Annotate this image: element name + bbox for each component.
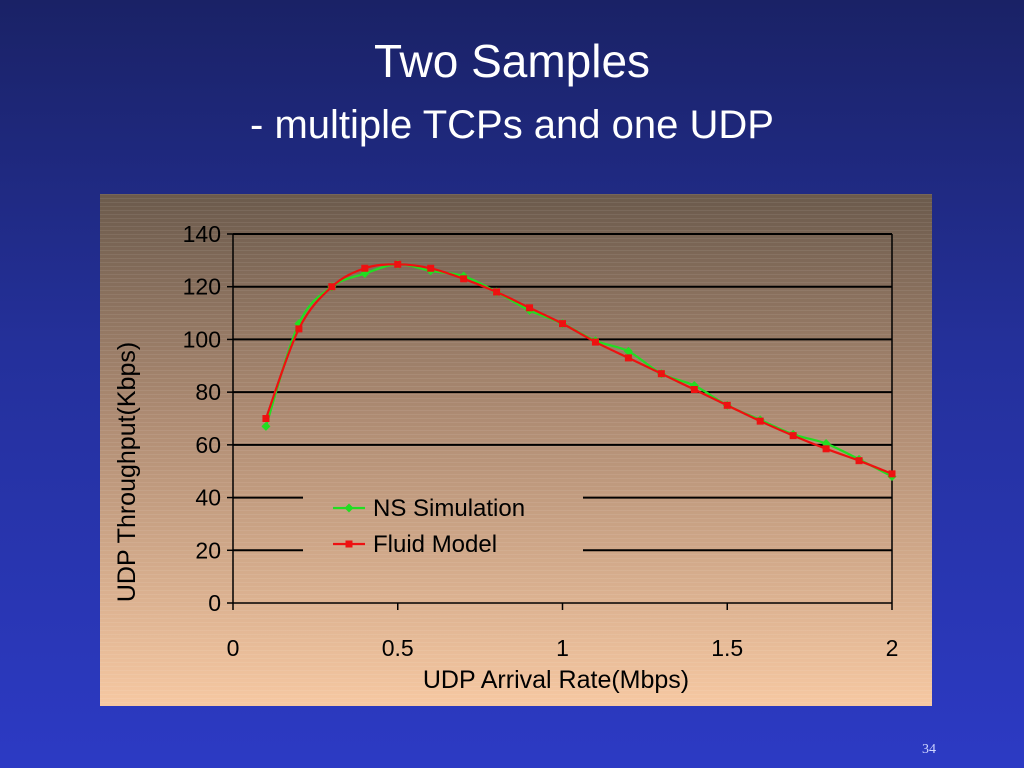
y-tick-label: 20 [195, 537, 221, 563]
data-point-fluid-model [690, 386, 698, 394]
x-tick-label: 0 [227, 635, 240, 661]
data-point-fluid-model [756, 417, 764, 425]
x-axis-title: UDP Arrival Rate(Mbps) [423, 666, 689, 694]
legend-label-fluid-model: Fluid Model [373, 531, 497, 558]
data-point-fluid-model [526, 304, 534, 312]
chart-background-texture [100, 194, 932, 706]
legend-marker-ns-simulation [344, 503, 354, 513]
line-chart: 0 20 40 60 80 100 120 140 0 0.5 1 1.5 2 NS Simulatio… [100, 194, 932, 706]
data-point-fluid-model [624, 354, 632, 362]
y-tick-label: 80 [195, 379, 221, 405]
y-tick-label: 40 [195, 485, 221, 511]
data-point-fluid-model [328, 283, 336, 291]
y-tick-label: 0 [208, 590, 221, 616]
x-tick-label: 0.5 [382, 635, 414, 661]
chart-frame: 0 20 40 60 80 100 120 140 0 0.5 1 1.5 2 NS Simulatio… [100, 194, 932, 706]
data-point-ns-simulation [821, 439, 831, 449]
data-point-ns-simulation [689, 381, 699, 391]
data-point-fluid-model [888, 470, 896, 478]
y-tick-label: 60 [195, 432, 221, 458]
x-tick-label: 1.5 [711, 635, 743, 661]
data-point-fluid-model [262, 415, 270, 422]
legend-marker-fluid-model [345, 540, 353, 548]
y-axis-title: UDP Throughput(Kbps) [113, 342, 141, 602]
data-point-fluid-model [295, 325, 303, 333]
y-tick-label: 140 [183, 221, 221, 247]
legend-label-ns-simulation: NS Simulation [373, 495, 525, 522]
data-point-ns-simulation [623, 346, 633, 356]
data-point-fluid-model [822, 445, 830, 453]
data-point-fluid-model [657, 370, 665, 378]
data-point-fluid-model [855, 457, 863, 465]
page-number: 34 [922, 742, 936, 757]
slide-title: Two Samples [373, 35, 651, 87]
data-point-fluid-model [460, 275, 468, 283]
data-point-fluid-model [559, 320, 566, 328]
data-point-fluid-model [789, 432, 797, 440]
x-tick-label: 2 [886, 635, 899, 661]
data-point-fluid-model [427, 264, 435, 272]
data-point-fluid-model [493, 288, 501, 296]
data-point-fluid-model [591, 338, 599, 346]
data-point-fluid-model [361, 264, 369, 272]
data-point-fluid-model [723, 401, 731, 409]
data-point-ns-simulation [360, 269, 370, 279]
x-tick-label: 1 [556, 635, 569, 661]
data-point-fluid-model [394, 260, 402, 268]
data-point-ns-simulation [261, 421, 271, 431]
y-tick-label: 120 [183, 274, 221, 300]
slide-subtitle: - multiple TCPs and one UDP [250, 103, 774, 147]
y-tick-label: 100 [183, 326, 221, 352]
